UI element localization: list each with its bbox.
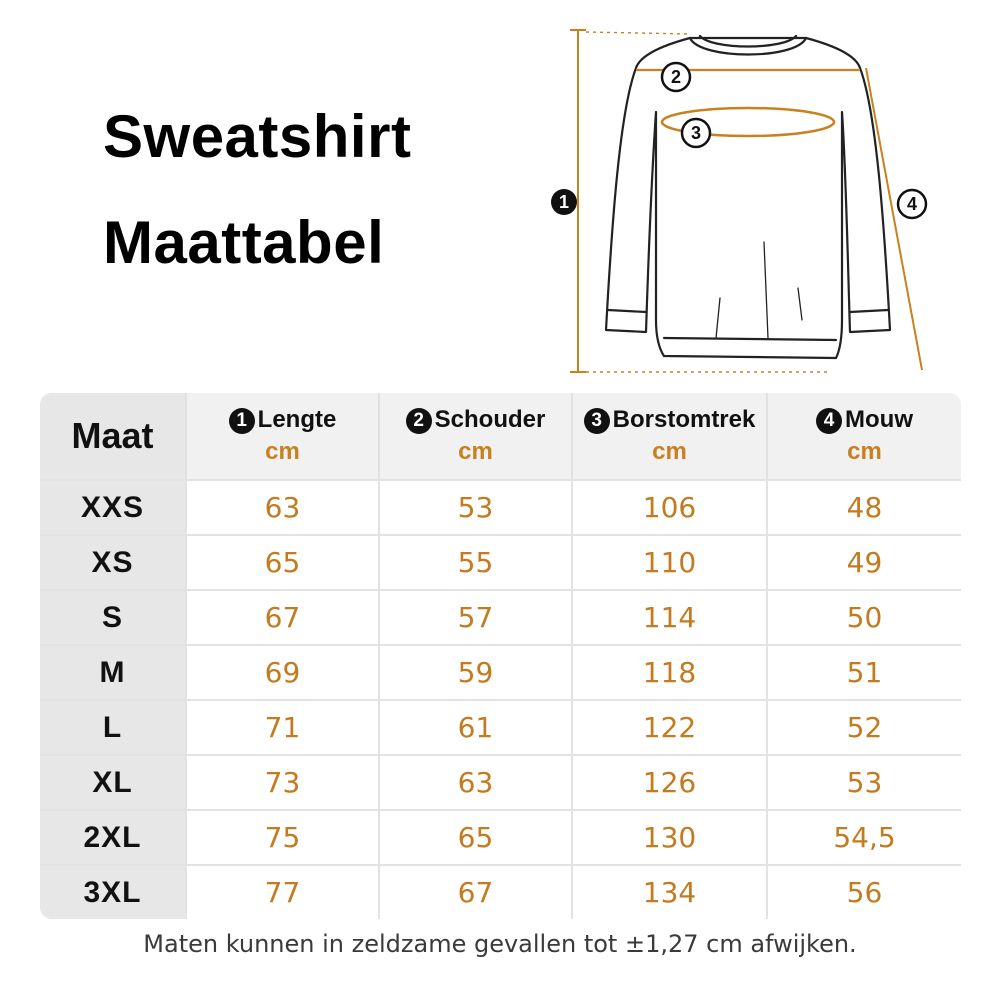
- shoulder-cell: 55: [378, 534, 571, 589]
- chest-cell: 110: [571, 534, 766, 589]
- chest-column-header: 3 Borstomtrek cm: [571, 393, 766, 479]
- size-table: Maat 1 Lengte cm 2 Schouder cm 3 Borstomtre…: [40, 393, 961, 919]
- size-column-header: Maat: [40, 393, 185, 479]
- sleeve-measure-line: [865, 67, 923, 371]
- number-1-icon: 1: [228, 408, 255, 434]
- sleeve-cell: 48: [766, 479, 961, 534]
- length-cell: 71: [185, 699, 378, 754]
- size-cell: XS: [40, 534, 185, 589]
- number-4-icon: 4: [816, 408, 842, 434]
- sleeve-cell: 54,5: [766, 809, 961, 864]
- table-row: XL 73 63 126 53: [40, 754, 961, 809]
- length-cell: 67: [185, 589, 378, 644]
- table-header-row: Maat 1 Lengte cm 2 Schouder cm 3 Borstomtre…: [40, 393, 961, 479]
- chest-unit: cm: [652, 438, 687, 465]
- chest-cell: 126: [571, 754, 766, 809]
- chest-cell: 114: [571, 589, 766, 644]
- size-table-container: Maat 1 Lengte cm 2 Schouder cm 3 Borstomtre…: [40, 393, 961, 919]
- sweatshirt-diagram: 1 2 3 4: [551, 29, 928, 373]
- sleeve-cell: 49: [766, 534, 961, 589]
- size-cell: 3XL: [40, 864, 185, 919]
- sleeve-label: Mouw: [845, 406, 913, 433]
- length-label: Lengte: [257, 406, 337, 433]
- length-cell: 75: [185, 809, 378, 864]
- chest-cell: 134: [571, 864, 766, 919]
- length-cell: 65: [185, 534, 378, 589]
- chest-measure-ellipse: [660, 106, 836, 138]
- title-line-1: Sweatshirt: [103, 103, 412, 170]
- size-cell: M: [40, 644, 185, 699]
- shoulder-cell: 63: [378, 754, 571, 809]
- svg-text:2: 2: [671, 67, 681, 87]
- chest-cell: 106: [571, 479, 766, 534]
- title-line-2: Maattabel: [103, 209, 385, 276]
- marker-4: 4: [896, 188, 928, 220]
- chest-cell: 130: [571, 809, 766, 864]
- marker-1: 1: [551, 189, 577, 215]
- size-cell: S: [40, 589, 185, 644]
- length-cell: 69: [185, 644, 378, 699]
- length-cell: 77: [185, 864, 378, 919]
- table-row: 3XL 77 67 134 56: [40, 864, 961, 919]
- chest-label: Borstomtrek: [612, 406, 756, 433]
- sleeve-column-header: 4 Mouw cm: [766, 393, 961, 479]
- size-cell: XL: [40, 754, 185, 809]
- page-title: Sweatshirt Maattabel: [103, 84, 411, 296]
- marker-2: 2: [660, 61, 692, 93]
- sleeve-cell: 51: [766, 644, 961, 699]
- table-row: L 71 61 122 52: [40, 699, 961, 754]
- size-cell: 2XL: [40, 809, 185, 864]
- shoulder-cell: 57: [378, 589, 571, 644]
- sleeve-cell: 53: [766, 754, 961, 809]
- shoulder-column-header: 2 Schouder cm: [378, 393, 571, 479]
- shoulder-cell: 67: [378, 864, 571, 919]
- sleeve-cell: 50: [766, 589, 961, 644]
- length-unit: cm: [265, 438, 300, 465]
- table-row: 2XL 75 65 130 54,5: [40, 809, 961, 864]
- svg-text:3: 3: [691, 123, 701, 143]
- shoulder-label: Schouder: [434, 406, 546, 433]
- table-row: M 69 59 118 51: [40, 644, 961, 699]
- marker-3: 3: [680, 117, 712, 149]
- table-row: XS 65 55 110 49: [40, 534, 961, 589]
- sleeve-unit: cm: [847, 438, 882, 465]
- svg-text:1: 1: [559, 192, 569, 212]
- sleeve-cell: 56: [766, 864, 961, 919]
- shoulder-unit: cm: [458, 438, 493, 465]
- number-3-icon: 3: [583, 408, 610, 434]
- length-column-header: 1 Lengte cm: [185, 393, 378, 479]
- chest-cell: 118: [571, 644, 766, 699]
- shoulder-cell: 61: [378, 699, 571, 754]
- tolerance-footnote: Maten kunnen in zeldzame gevallen tot ±1…: [143, 930, 857, 958]
- svg-text:4: 4: [907, 194, 917, 214]
- length-cell: 63: [185, 479, 378, 534]
- shoulder-cell: 59: [378, 644, 571, 699]
- size-cell: L: [40, 699, 185, 754]
- table-row: S 67 57 114 50: [40, 589, 961, 644]
- number-2-icon: 2: [405, 408, 432, 434]
- chest-cell: 122: [571, 699, 766, 754]
- length-measure-line: [570, 29, 830, 373]
- shoulder-cell: 65: [378, 809, 571, 864]
- sleeve-cell: 52: [766, 699, 961, 754]
- size-cell: XXS: [40, 479, 185, 534]
- shoulder-cell: 53: [378, 479, 571, 534]
- length-cell: 73: [185, 754, 378, 809]
- sweatshirt-outline-icon: [604, 34, 892, 360]
- table-row: XXS 63 53 106 48: [40, 479, 961, 534]
